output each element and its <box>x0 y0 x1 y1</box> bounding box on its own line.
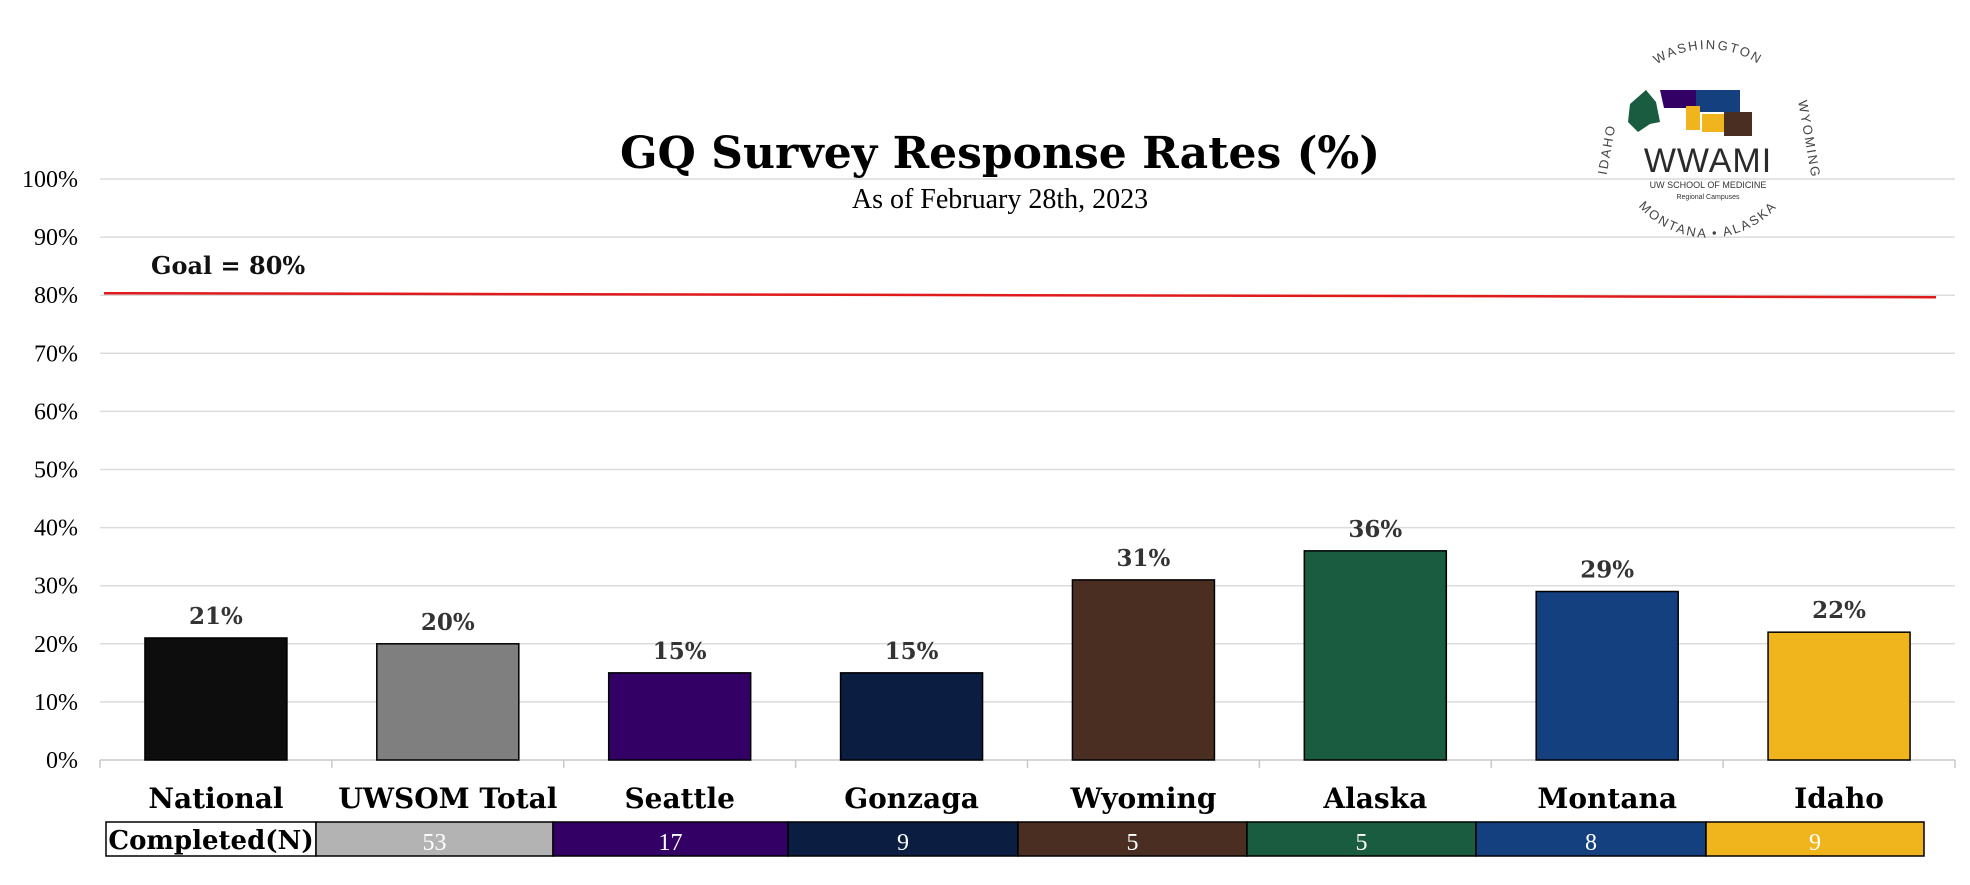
logo-subtext-2: Regional Campuses <box>1676 194 1740 201</box>
y-tick-label: 60% <box>34 399 78 425</box>
bars: 21% 20% 15% 15% 31% 36% 29% 22% <box>144 516 1911 761</box>
completed-value: 5 <box>1127 830 1139 856</box>
data-label: 21% <box>189 603 243 630</box>
category-label: Gonzaga <box>844 782 979 815</box>
completed-value: 17 <box>659 830 683 856</box>
data-label: 36% <box>1348 516 1402 543</box>
completed-cell <box>1705 821 1925 857</box>
bar-idaho <box>1767 631 1911 761</box>
bar-wyoming <box>1071 579 1216 761</box>
data-label: 22% <box>1812 597 1866 624</box>
y-tick-label: 10% <box>34 690 78 716</box>
completed-value: 9 <box>897 830 909 856</box>
logo-wordmark: WWAMI <box>1644 142 1772 180</box>
completed-cell <box>1246 821 1477 857</box>
category-label: UWSOM Total <box>338 782 557 815</box>
category-label: Alaska <box>1322 782 1427 815</box>
logo-ring-text-bottom: MONTANA • ALASKA <box>1636 198 1780 241</box>
y-axis-ticks: 0% 10% 20% 30% 40% 50% 60% 70% 80% 90% 100% <box>22 167 78 774</box>
y-tick-label: 40% <box>34 516 78 542</box>
bar-seattle <box>607 672 752 761</box>
data-label: 15% <box>653 638 707 665</box>
logo-ring-text-left: IDAHO <box>1595 123 1619 176</box>
completed-value: 8 <box>1585 830 1597 856</box>
y-tick-label: 90% <box>34 225 78 251</box>
bar-gonzaga <box>839 672 984 761</box>
completed-cell <box>1017 821 1248 857</box>
chart-subtitle: As of February 28th, 2023 <box>852 184 1148 215</box>
logo-ring-text-right: WYOMING <box>1795 99 1823 179</box>
states-map-icon <box>1628 90 1752 136</box>
y-tick-label: 80% <box>34 283 78 309</box>
y-tick-label: 50% <box>34 458 78 484</box>
category-label: Seattle <box>624 782 735 815</box>
y-tick-label: 70% <box>34 341 78 367</box>
completed-cell <box>552 821 789 857</box>
category-label: Montana <box>1537 782 1677 815</box>
logo-subtext-1: UW SCHOOL OF MEDICINE <box>1650 180 1767 190</box>
data-label: 15% <box>885 638 939 665</box>
completed-value: 9 <box>1809 830 1821 856</box>
bar-uwsom-total <box>376 643 520 761</box>
data-label: 29% <box>1580 557 1634 584</box>
bar-alaska <box>1303 550 1448 761</box>
data-label: 20% <box>421 609 475 636</box>
completed-table: Completed(N) 53 17 9 5 5 8 9 <box>105 821 1925 857</box>
wwami-logo: WASHINGTON MONTANA • ALASKA IDAHO WYOMIN… <box>1595 37 1824 241</box>
y-tick-label: 0% <box>46 748 78 774</box>
category-labels: National UWSOM Total Seattle Gonzaga Wyoming… <box>148 782 1884 815</box>
category-label: National <box>148 782 283 815</box>
category-label: Wyoming <box>1069 782 1216 815</box>
y-tick-label: 20% <box>34 632 78 658</box>
goal-line <box>103 291 1937 299</box>
logo-ring-text-top: WASHINGTON <box>1651 37 1766 67</box>
completed-value: 5 <box>1356 830 1368 856</box>
y-tick-label: 30% <box>34 574 78 600</box>
bar-montana <box>1535 590 1679 761</box>
category-label: Idaho <box>1794 782 1884 815</box>
goal-line-group: Goal = 80% <box>103 251 1937 299</box>
data-label: 31% <box>1117 545 1171 572</box>
chart-title: GQ Survey Response Rates (%) <box>620 128 1380 179</box>
completed-value: 53 <box>423 830 447 856</box>
completed-cell <box>787 821 1019 857</box>
completed-header-label: Completed(N) <box>108 826 313 856</box>
goal-label: Goal = 80% <box>151 251 305 280</box>
y-tick-label: 100% <box>22 167 78 193</box>
bar-national <box>144 637 288 761</box>
